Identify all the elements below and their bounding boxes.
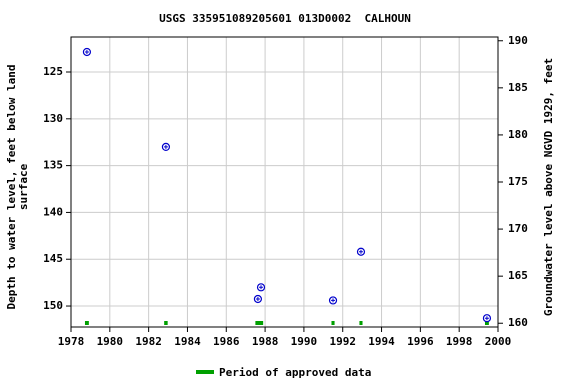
y-tick-label: 130 (43, 112, 63, 125)
approved-period (359, 321, 363, 325)
approved-period (255, 321, 264, 325)
data-point (356, 247, 366, 256)
approved-period (84, 321, 89, 325)
y-axis-label: surface (17, 163, 30, 210)
x-tick-label: 1978 (58, 335, 85, 348)
x-tick-label: 1992 (329, 335, 356, 348)
data-point (328, 296, 338, 305)
x-tick-label: 1990 (291, 335, 318, 348)
y2-tick-label: 170 (508, 222, 528, 235)
x-tick-label: 1980 (97, 335, 124, 348)
x-tick-label: 1988 (252, 335, 279, 348)
approved-period (484, 321, 489, 325)
x-tick-label: 2000 (485, 335, 512, 348)
x-tick-label: 1986 (213, 335, 240, 348)
data-point (161, 142, 171, 151)
y-tick-label: 140 (43, 205, 63, 218)
plot-frame (70, 36, 499, 328)
data-point (256, 283, 266, 292)
x-tick-label: 1982 (135, 335, 162, 348)
y2-tick-label: 185 (508, 81, 528, 94)
y2-axis-label: Groundwater level above NGVD 1929, feet (542, 58, 555, 316)
approved-period (331, 321, 335, 325)
y2-tick-label: 175 (508, 175, 528, 188)
y2-tick-label: 180 (508, 128, 528, 141)
y-tick-label: 150 (43, 299, 63, 312)
x-tick-label: 1984 (174, 335, 201, 348)
y2-tick-label: 160 (508, 316, 528, 329)
y-tick-label: 125 (43, 65, 63, 78)
y2-tick-label: 165 (508, 269, 528, 282)
approved-period (164, 321, 168, 325)
chart-title: USGS 335951089205601 013D0002 CALHOUN (159, 12, 411, 25)
data-point (253, 294, 263, 304)
legend-label: Period of approved data (219, 366, 371, 379)
x-tick-label: 1996 (407, 335, 434, 348)
x-tick-label: 1998 (446, 335, 473, 348)
data-point (482, 314, 492, 323)
y2-tick-label: 190 (508, 34, 528, 47)
y-axis-label: Depth to water level, feet below land (5, 64, 18, 309)
data-point (82, 47, 92, 57)
x-tick-label: 1994 (368, 335, 395, 348)
y-tick-label: 135 (43, 159, 63, 172)
y-tick-label: 145 (43, 252, 63, 265)
